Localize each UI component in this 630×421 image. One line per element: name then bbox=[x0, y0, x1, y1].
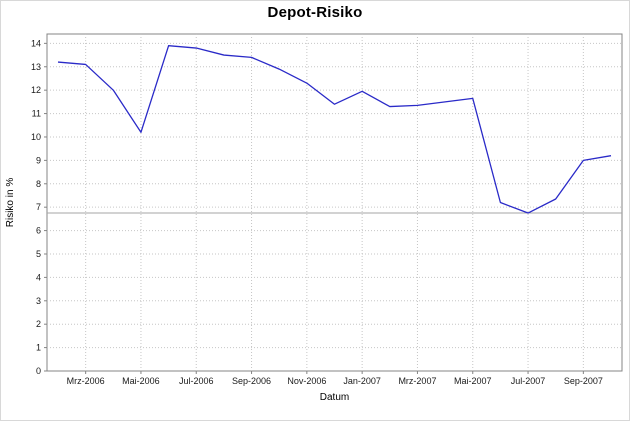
x-axis-title: Datum bbox=[320, 392, 349, 403]
x-tick-label: Sep-2006 bbox=[232, 376, 271, 386]
x-tick-label: Sep-2007 bbox=[564, 376, 603, 386]
y-axis-title: Risiko in % bbox=[5, 178, 16, 228]
x-tick-label: Jul-2007 bbox=[511, 376, 546, 386]
plot-area bbox=[46, 33, 623, 372]
y-tick-label: 13 bbox=[31, 62, 41, 72]
x-tick-label: Mrz-2007 bbox=[398, 376, 436, 386]
y-tick-label: 12 bbox=[31, 85, 41, 95]
y-tick-label: 5 bbox=[36, 249, 41, 259]
y-tick-label: 11 bbox=[32, 109, 41, 119]
y-tick-label: 4 bbox=[36, 272, 41, 282]
x-tick-label: Mai-2006 bbox=[122, 376, 160, 386]
y-tick-label: 10 bbox=[31, 132, 41, 142]
x-tick-label: Jan-2007 bbox=[343, 376, 381, 386]
y-tick-label: 14 bbox=[31, 38, 41, 48]
y-tick-label: 0 bbox=[36, 366, 41, 376]
x-tick-label: Jul-2006 bbox=[179, 376, 214, 386]
x-tick-label: Mrz-2006 bbox=[67, 376, 105, 386]
y-tick-label: 8 bbox=[36, 179, 41, 189]
x-tick-label: Nov-2006 bbox=[287, 376, 326, 386]
y-tick-label: 2 bbox=[36, 319, 41, 329]
y-tick-label: 9 bbox=[36, 155, 41, 165]
y-tick-label: 1 bbox=[36, 343, 41, 353]
y-tick-label: 3 bbox=[36, 296, 41, 306]
y-tick-label: 6 bbox=[36, 226, 41, 236]
x-tick-label: Mai-2007 bbox=[454, 376, 492, 386]
y-tick-label: 7 bbox=[36, 202, 41, 212]
chart-title: Depot-Risiko bbox=[267, 4, 363, 21]
risk-line bbox=[57, 45, 612, 214]
